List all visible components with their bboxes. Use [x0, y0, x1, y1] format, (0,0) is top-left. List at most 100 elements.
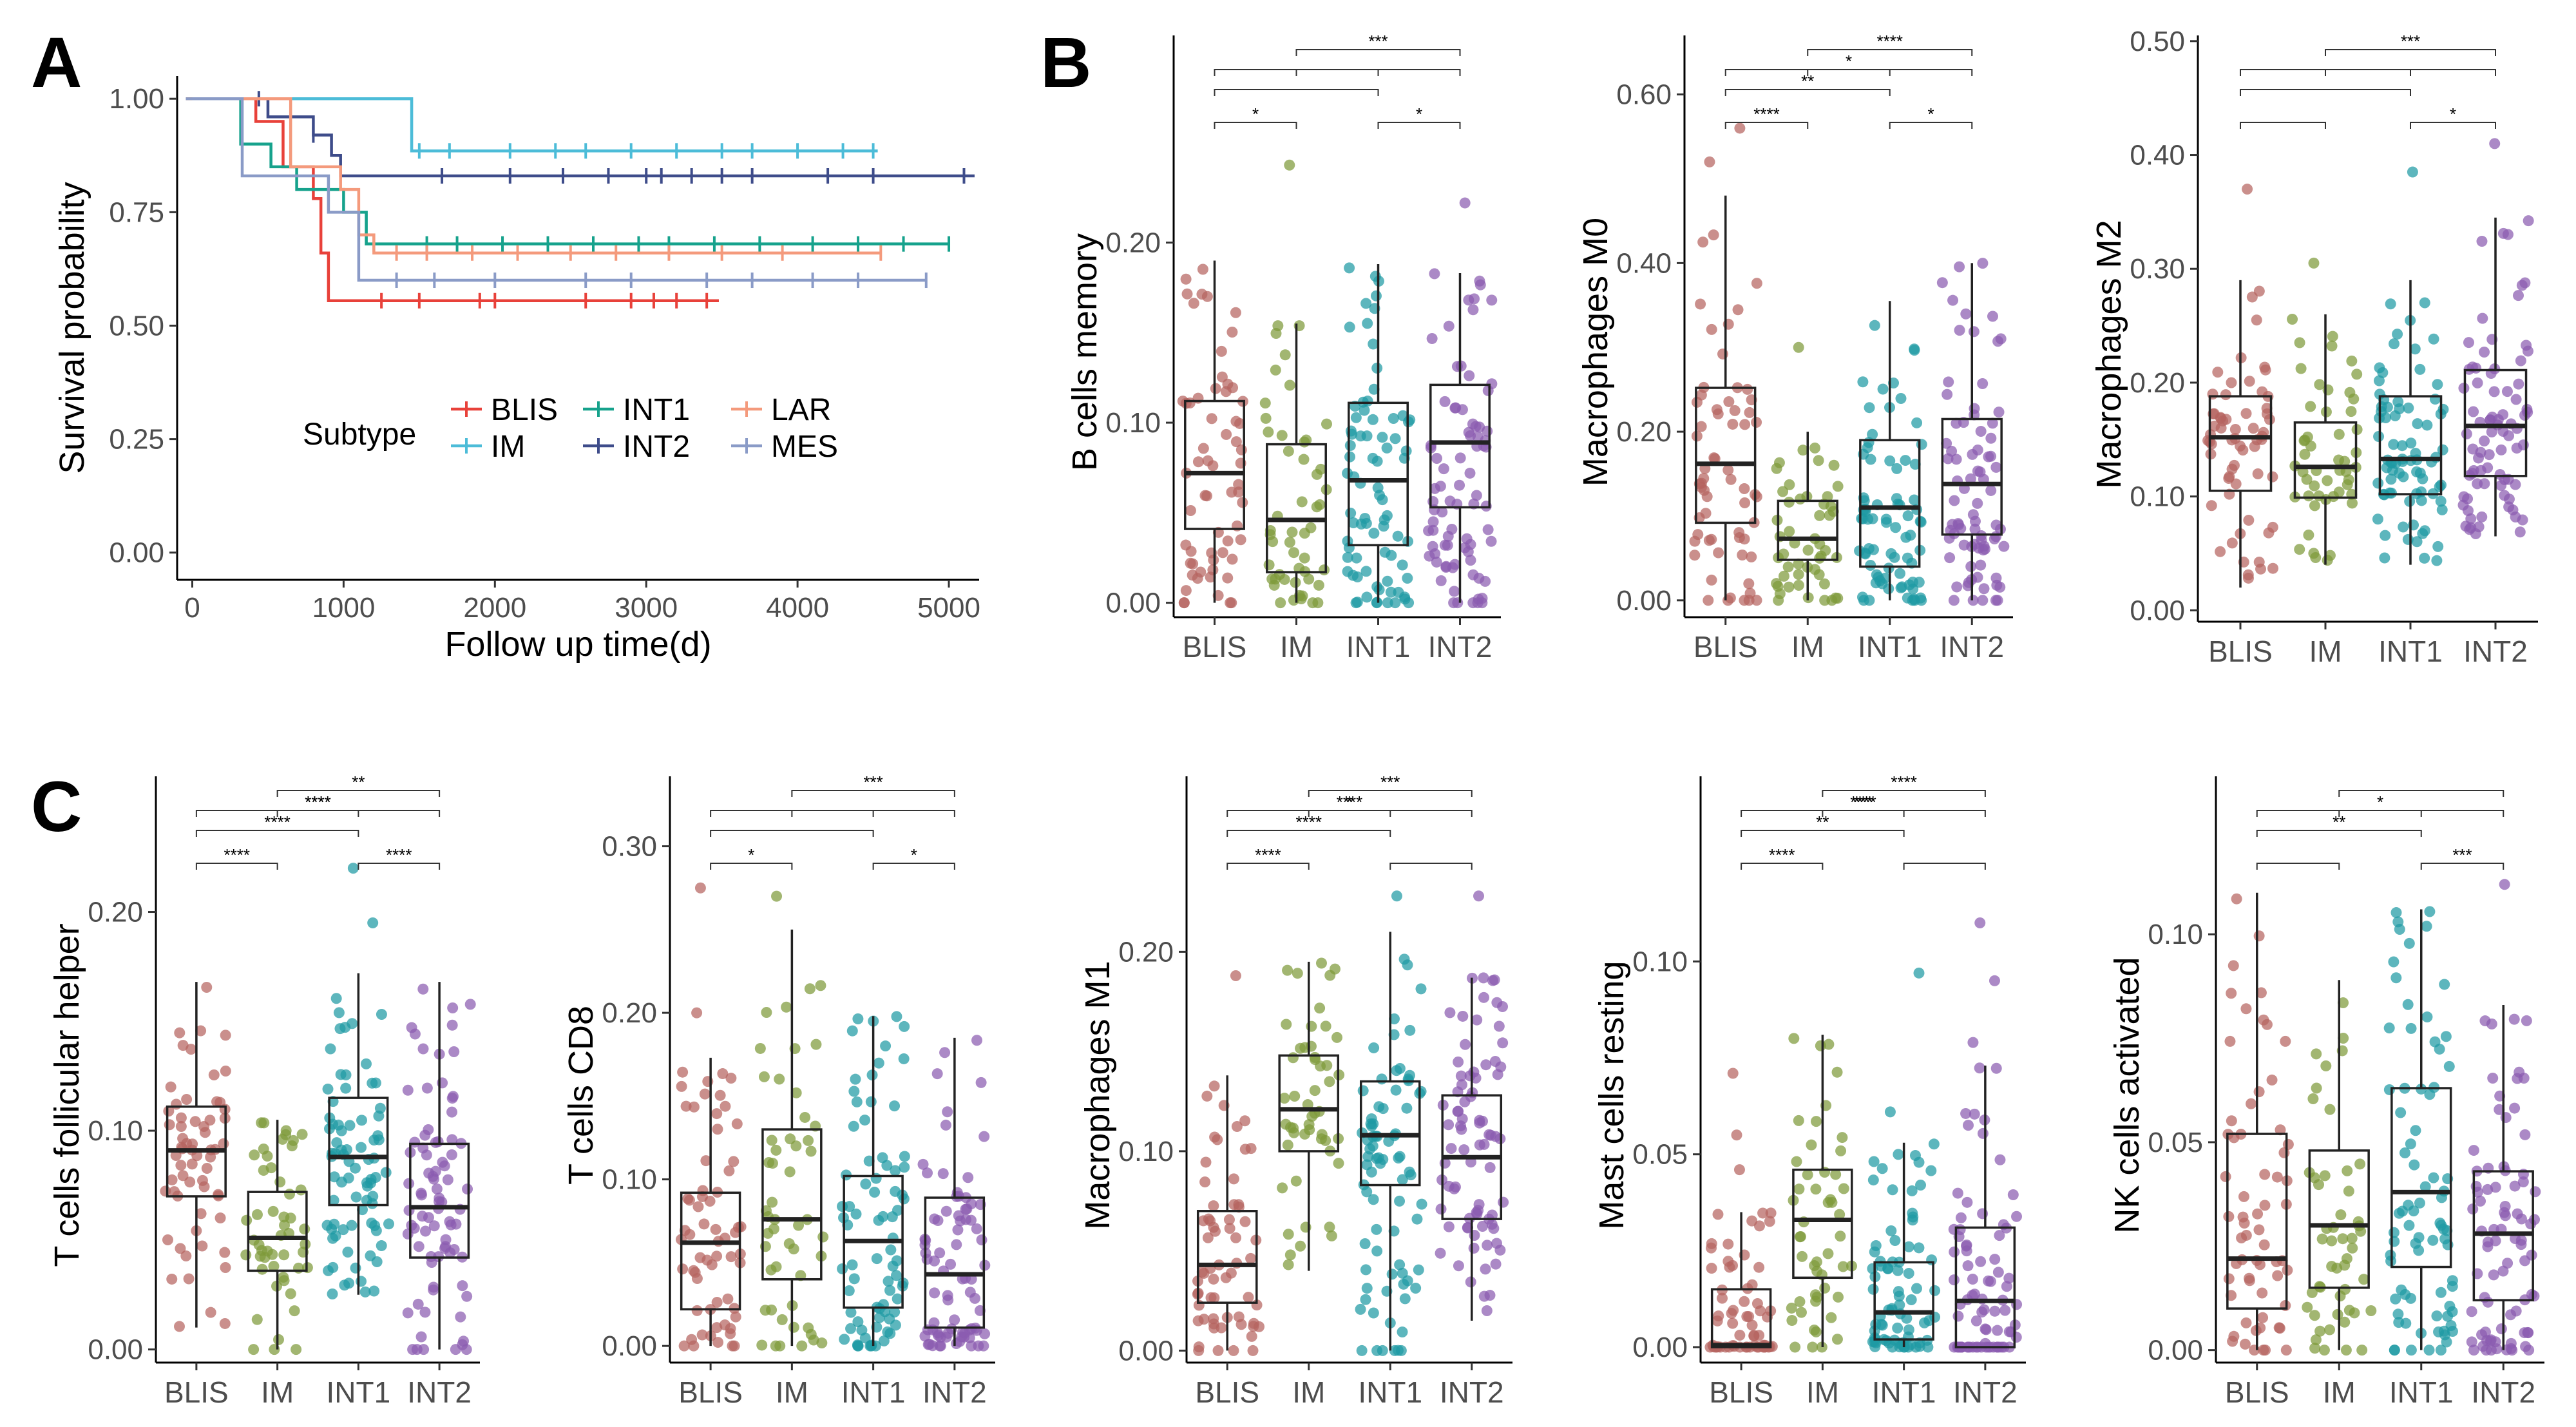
data-point: [1178, 597, 1190, 609]
data-point: [1212, 1134, 1223, 1145]
data-point: [1830, 592, 1842, 604]
data-point: [1481, 1305, 1493, 1316]
data-point: [1992, 1325, 2003, 1336]
data-point: [1397, 1326, 1408, 1338]
significance-label: **: [2333, 812, 2345, 832]
data-point: [2343, 1185, 2354, 1197]
data-point: [889, 1307, 901, 1318]
significance-bracket: [872, 863, 955, 870]
data-point: [2394, 923, 2405, 935]
data-point: [289, 1305, 300, 1317]
data-point: [1355, 1303, 1366, 1315]
data-point: [2417, 473, 2428, 484]
data-point: [1474, 1139, 1485, 1151]
box-x-tick-label-blis: BLIS: [2225, 1375, 2289, 1409]
data-point: [1810, 1116, 1822, 1127]
data-point: [761, 1007, 772, 1019]
data-point: [2495, 444, 2507, 455]
data-point: [691, 1272, 703, 1284]
data-point: [265, 1162, 277, 1174]
data-point: [2428, 333, 2439, 345]
data-point: [2479, 346, 2490, 358]
data-point: [1222, 535, 1234, 547]
data-point: [2271, 1171, 2283, 1183]
significance-label: ****: [1255, 845, 1281, 865]
data-point: [696, 1329, 708, 1341]
data-point: [2503, 430, 2515, 441]
significance-bracket: [2240, 89, 2411, 96]
data-point: [1245, 1252, 1257, 1264]
data-point: [937, 1168, 949, 1180]
data-point: [198, 1121, 210, 1133]
box-iqr: [1429, 383, 1491, 509]
data-point: [1195, 566, 1207, 578]
outlier-point: [1734, 122, 1746, 134]
data-point: [248, 1344, 260, 1355]
data-point: [1333, 1158, 1344, 1169]
data-point: [1281, 1019, 1292, 1030]
data-point: [1903, 1241, 1914, 1252]
data-point: [403, 1178, 415, 1189]
data-point: [1199, 490, 1211, 501]
km-x-tick-label: 4000: [766, 592, 829, 624]
data-point: [1202, 455, 1214, 466]
data-point: [1970, 1315, 1982, 1326]
data-point: [2399, 1147, 2410, 1159]
significance-bracket: [1295, 49, 1461, 56]
boxplot-nk-cells-activated: 0.00 0.05 0.10 BLIS IM INT1 INT2 NK cells activ…: [2108, 776, 2544, 1409]
data-point: [2390, 972, 2402, 984]
outlier-point: [1391, 890, 1402, 902]
data-point: [2253, 1086, 2265, 1098]
data-point: [1464, 370, 1475, 381]
data-point: [1289, 1090, 1301, 1102]
data-point: [2438, 403, 2449, 415]
data-point: [1357, 1085, 1369, 1097]
significance-bracket: [1389, 863, 1473, 870]
data-point: [1371, 455, 1383, 467]
data-point: [2405, 437, 2417, 449]
data-point: [267, 1205, 279, 1217]
data-point: [2398, 521, 2409, 533]
data-point: [1954, 325, 1965, 336]
data-point: [2313, 1179, 2325, 1191]
data-point: [2429, 1036, 2441, 1048]
data-point: [1386, 1269, 1398, 1280]
data-point: [2468, 1145, 2479, 1156]
data-point: [1987, 311, 1998, 322]
data-point: [1802, 1169, 1813, 1181]
data-point: [1969, 1108, 1980, 1120]
data-point: [2282, 1138, 2294, 1150]
data-point: [417, 983, 429, 995]
data-point: [1949, 1246, 1960, 1258]
data-point: [1344, 440, 1356, 452]
data-point: [1180, 273, 1192, 285]
box-x-tick-label-int1: INT1: [1346, 630, 1411, 664]
data-point: [328, 1194, 339, 1206]
data-point: [2260, 364, 2271, 376]
data-point: [2314, 1325, 2326, 1337]
data-point: [1397, 1174, 1408, 1185]
data-point: [1948, 1274, 1960, 1286]
data-point: [1969, 403, 1980, 414]
data-point: [1975, 1256, 1987, 1267]
data-point: [340, 1082, 352, 1094]
data-point: [1889, 551, 1900, 563]
data-point: [2476, 235, 2488, 247]
box-iqr: [1266, 443, 1327, 573]
data-point: [2294, 544, 2305, 555]
data-point: [2392, 396, 2404, 408]
data-point: [1440, 560, 1452, 572]
data-point: [1480, 575, 1491, 587]
data-point: [2526, 1249, 2537, 1261]
data-point: [698, 1218, 710, 1230]
data-point: [1368, 1307, 1379, 1319]
data-point: [2428, 1172, 2439, 1183]
data-point: [1435, 575, 1447, 586]
data-point: [1351, 552, 1362, 564]
data-point: [2376, 401, 2387, 412]
data-point: [1703, 595, 1714, 606]
box-iqr: [1695, 387, 1757, 524]
data-point: [711, 1250, 723, 1262]
data-point: [846, 1025, 858, 1037]
data-point: [866, 1339, 877, 1351]
